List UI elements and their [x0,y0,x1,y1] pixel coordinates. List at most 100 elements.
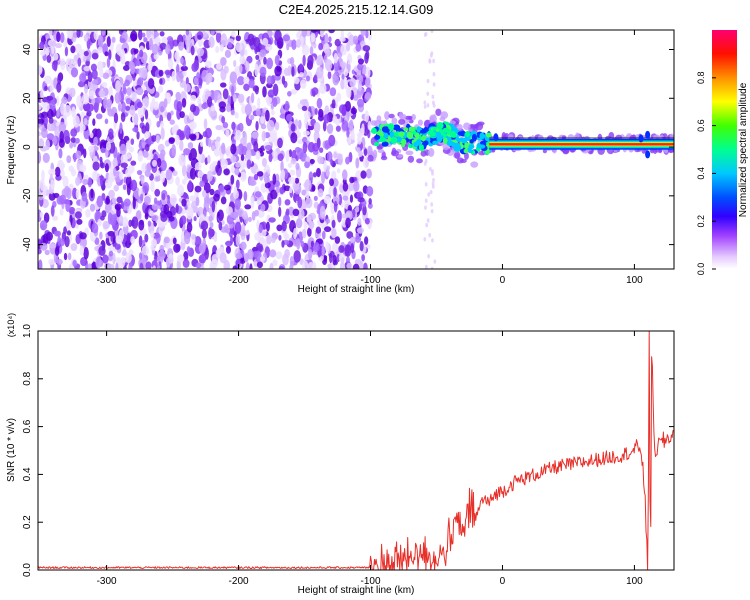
spectral-cell [313,195,318,202]
spectral-cell [364,92,372,101]
spectral-cell [210,105,215,112]
spectral-cell [63,105,72,117]
spectral-cell [301,189,307,196]
spectral-cell [645,150,651,159]
spectral-cell [53,61,58,72]
spectral-cell [178,41,184,51]
spectral-cell [318,108,324,118]
spectral-cell [215,30,223,34]
spectral-cell [259,49,267,58]
spectral-cell [347,136,352,146]
spectral-cell [340,61,347,69]
spectral-cell [278,265,285,269]
spectral-cell [110,232,114,243]
spectral-cell [173,243,181,253]
spectral-cell [367,120,372,131]
spectral-cell [70,67,79,78]
spectral-cell [446,129,452,135]
spectral-cell [542,149,548,154]
spectral-cell [163,236,170,244]
spectral-cell [77,57,82,67]
spectral-cell [41,169,45,182]
spectral-cell [112,197,117,204]
spectral-cell [243,76,250,85]
spectral-cell [400,143,406,148]
spectral-cell [360,30,367,37]
spectral-cell [357,217,362,226]
spectral-cell [249,180,257,186]
spectral-cell [50,179,55,190]
spectral-cell [304,179,312,192]
spectral-cell [71,106,76,118]
spectral-cell [254,191,262,198]
spectral-cell [333,52,339,64]
spectral-cell [278,206,282,218]
spectral-cell [213,89,219,97]
spectral-cell [326,123,334,134]
spectral-cell [493,133,499,142]
spectral-cell [125,175,132,188]
spectral-cell [174,51,180,61]
spectral-cell [89,132,94,139]
spectral-cell [120,162,128,168]
spectral-cell [327,71,332,80]
spectral-cell [274,54,280,66]
spectral-cell [346,231,354,239]
spectral-cell [168,137,175,145]
spectral-cell [240,49,245,57]
spectral-cell [318,147,324,153]
spectral-cell [130,30,138,42]
spectral-cell [49,82,54,94]
spectral-cell [357,58,365,65]
spectral-cell [432,71,436,77]
spectral-cell [119,170,124,180]
spectral-cell [296,131,302,139]
spectral-cell [287,162,293,168]
spectrogram-marks [38,30,674,269]
spectral-cell [344,244,352,257]
spectral-cell [321,230,326,240]
spectral-cell [405,150,414,156]
spectral-cell [63,226,68,235]
spectral-cell [215,45,220,54]
spectral-cell [160,127,165,140]
spectral-cell [175,91,181,101]
spectral-cell [260,123,267,130]
spectral-cell [146,30,152,38]
spectral-cell [48,258,56,265]
spectral-cell [274,65,282,77]
carrier-band [489,143,674,146]
spectral-cell [269,129,278,138]
spectral-cell [44,249,50,256]
spectral-cell [331,219,336,229]
spectral-cell [99,174,104,187]
spectral-cell [139,262,144,269]
spectral-cell [133,113,139,126]
spectral-cell [244,103,252,116]
spectral-cell [234,112,239,119]
spectral-cell [50,40,57,47]
spectral-cell [345,217,351,229]
spectral-cell [106,263,115,269]
spectral-cell [65,200,71,212]
spectral-cell [310,30,318,33]
spectral-cell [237,93,245,103]
spectral-cell [116,152,121,165]
spectral-cell [331,228,337,239]
spectral-cell [284,199,291,206]
spectral-cell [244,204,252,210]
spectral-cell [256,261,263,269]
spectral-cell [42,102,50,113]
spectral-cell [100,147,106,154]
spectral-cell [201,228,207,239]
spectral-cell [109,214,117,227]
spectral-cell [169,193,178,206]
spectral-cell [346,262,353,269]
spectral-cell [129,104,136,116]
spectral-cell [220,196,227,205]
spectral-cell [213,232,218,243]
spectral-cell [305,197,313,209]
spectral-cell [365,66,371,79]
spectral-cell [133,48,139,54]
spectral-cell [54,246,60,257]
